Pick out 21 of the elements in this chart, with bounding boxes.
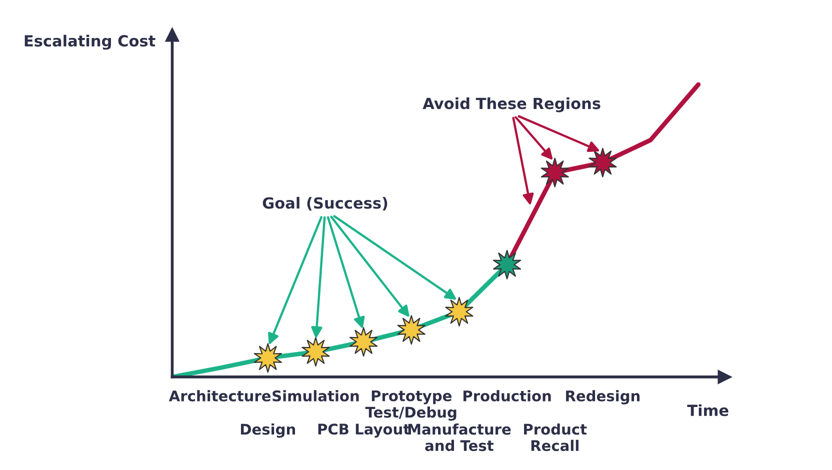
point: [254, 343, 282, 373]
point: [540, 158, 569, 188]
point: [397, 315, 426, 345]
annotation: Goal (Success): [262, 196, 388, 211]
point: [445, 296, 474, 327]
x-tick-label: Architecture: [168, 390, 271, 402]
point: [302, 337, 330, 367]
x-tick-label: Redesign: [566, 390, 640, 404]
point: [588, 148, 617, 178]
point: [492, 250, 522, 280]
x-tick-label: Design: [240, 423, 295, 438]
x-tick-label: Production: [464, 390, 551, 402]
x-tick-label: Manufacture and Test: [408, 423, 511, 452]
point: [349, 327, 378, 357]
x-tick-label: Prototype Test/Debug: [365, 390, 456, 421]
x-axis-title: Time: [687, 404, 728, 416]
x-tick-label: Product Recall: [524, 423, 587, 452]
annotation: Avoid These Regions: [422, 97, 600, 112]
x-tick-label: PCB Layout: [318, 424, 410, 438]
y-axis-title: Escalating Cost: [24, 34, 156, 50]
x-tick-label: Simulation: [272, 390, 359, 402]
